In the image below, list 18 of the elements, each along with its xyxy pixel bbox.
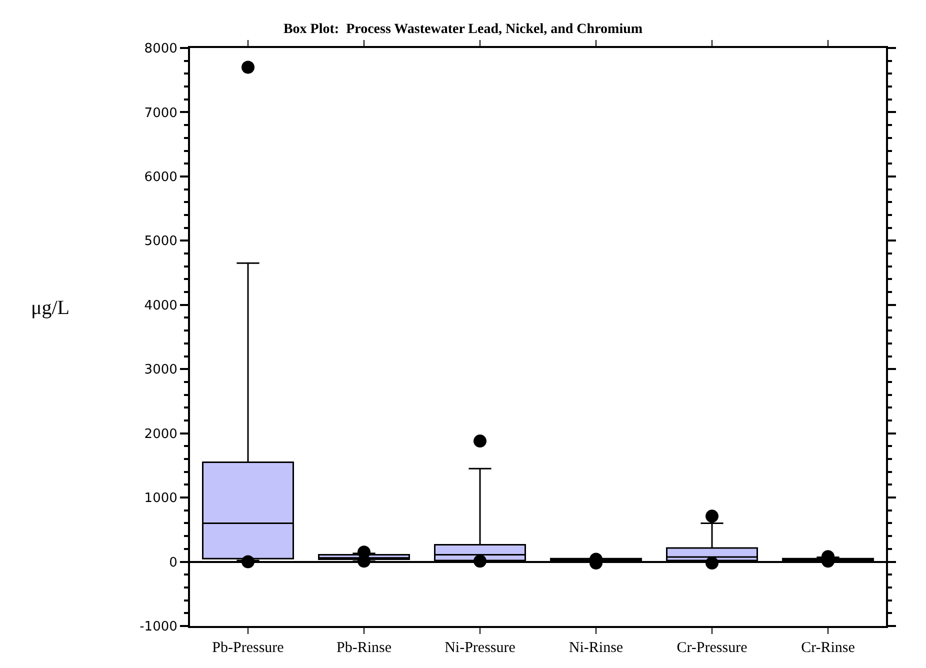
y-tick-label: -1000 xyxy=(140,620,178,635)
x-tick-label: Ni-Rinse xyxy=(568,640,624,656)
x-tick-label: Cr-Pressure xyxy=(676,640,748,656)
y-tick-label: 6000 xyxy=(144,170,178,185)
x-tick-label: Pb-Pressure xyxy=(212,640,284,656)
y-tick-label: 5000 xyxy=(144,234,178,250)
y-tick-label: 4000 xyxy=(144,298,178,314)
chart-title: Box Plot: Process Wastewater Lead, Nickel, and Chromium xyxy=(283,22,643,38)
y-tick-label: 8000 xyxy=(144,42,178,57)
x-tick-label: Cr-Rinse xyxy=(801,640,856,656)
x-tick-label: Ni-Pressure xyxy=(444,640,516,656)
y-tick-label: 3000 xyxy=(144,362,178,378)
y-tick-label: 7000 xyxy=(144,106,178,121)
y-axis-title: μg/L xyxy=(31,297,70,319)
y-tick-label: 2000 xyxy=(144,426,178,442)
y-tick-label: 1000 xyxy=(144,491,178,506)
x-tick-label: Pb-Rinse xyxy=(336,640,392,656)
y-tick-label: 0 xyxy=(169,555,178,570)
